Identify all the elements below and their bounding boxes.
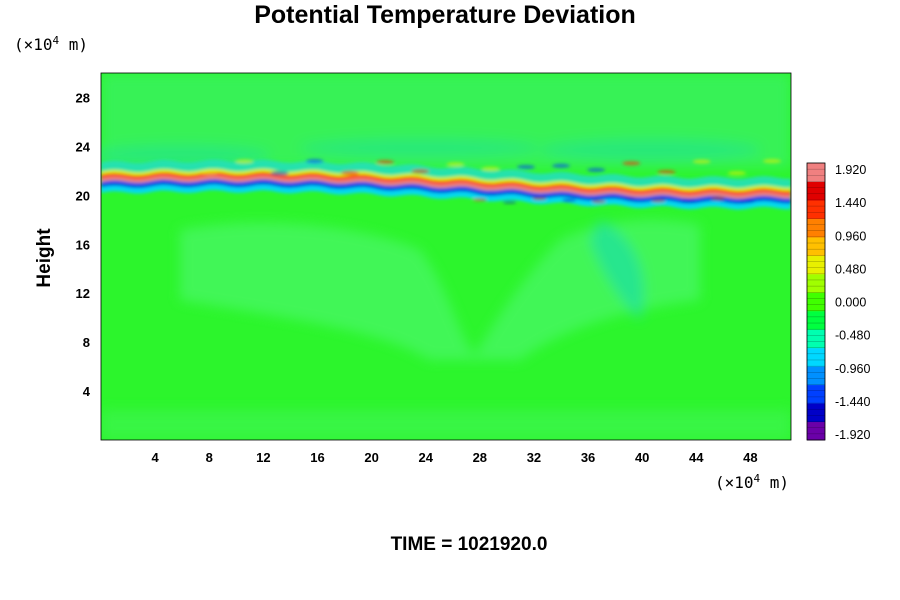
band-ripple bbox=[591, 200, 606, 204]
x-tick-label: 40 bbox=[635, 450, 649, 465]
x-tick-label: 36 bbox=[581, 450, 595, 465]
y-axis-label: Height bbox=[34, 228, 55, 288]
y-tick-label: 24 bbox=[76, 139, 91, 154]
x-tick-label: 8 bbox=[206, 450, 213, 465]
colorbar-frame bbox=[806, 162, 826, 441]
x-tick-label: 24 bbox=[418, 450, 433, 465]
wave-ripple bbox=[376, 159, 395, 165]
lower-field-region bbox=[101, 220, 791, 440]
x-tick-label: 44 bbox=[689, 450, 704, 465]
wave-ripple bbox=[692, 159, 711, 164]
wave-ripple bbox=[622, 161, 641, 166]
x-tick-label: 12 bbox=[256, 450, 270, 465]
band-ripple bbox=[562, 198, 577, 202]
colorbar-segment bbox=[807, 218, 825, 238]
colorbar-tick-label: -1.920 bbox=[835, 428, 870, 442]
wave-ripple bbox=[481, 166, 500, 171]
colorbar-segment bbox=[807, 384, 825, 404]
wave-ripple bbox=[305, 158, 324, 164]
colorbar-tick-label: -0.480 bbox=[835, 329, 870, 343]
wave-ripple bbox=[200, 170, 219, 175]
colorbar-tick-label: 1.920 bbox=[835, 163, 866, 177]
band-ripple bbox=[681, 199, 696, 203]
y-tick-label: 28 bbox=[76, 90, 90, 105]
colorbar-segment bbox=[807, 236, 825, 256]
colorbar-tick-label: 0.000 bbox=[835, 296, 866, 310]
heatmap-plot-area bbox=[101, 73, 791, 440]
colorbar-labels: 1.920 1.440 0.960 0.480 0.000 -0.480 -0.960 -1.… bbox=[835, 163, 870, 442]
wave-ripple bbox=[516, 164, 535, 170]
band-ripple bbox=[502, 200, 517, 204]
x-tick-label: 4 bbox=[152, 450, 160, 465]
y-tick-label: 8 bbox=[83, 335, 90, 350]
colorbar-tick-label: 0.480 bbox=[835, 262, 866, 276]
wave-ripple bbox=[763, 158, 782, 164]
chart-title: Potential Temperature Deviation bbox=[254, 1, 636, 29]
wave-ripple bbox=[340, 170, 359, 176]
wave-ripple bbox=[587, 167, 606, 173]
x-axis-ticks: 4 8 12 16 20 24 28 32 36 40 44 48 bbox=[152, 450, 758, 465]
deviation-band bbox=[101, 158, 791, 210]
y-tick-label: 16 bbox=[76, 237, 90, 252]
wave-ripple bbox=[657, 169, 676, 175]
colorbar-tick-label: -1.440 bbox=[835, 395, 870, 409]
colorbar-segment bbox=[807, 329, 825, 349]
colorbar-segment bbox=[807, 273, 825, 293]
colorbar-segment bbox=[807, 181, 825, 201]
y-axis-ticks: 4 8 12 16 20 24 28 bbox=[76, 90, 91, 399]
wave-ripple bbox=[235, 159, 254, 164]
colorbar-segment bbox=[807, 292, 825, 312]
y-axis-unit: (×104 m) bbox=[14, 34, 88, 54]
band-ripple bbox=[710, 196, 725, 200]
band-ripple bbox=[621, 196, 636, 201]
band-ripple bbox=[532, 197, 547, 201]
wave-ripple bbox=[270, 171, 289, 176]
colorbar-segment bbox=[807, 255, 825, 275]
colorbar-segment bbox=[807, 421, 825, 441]
x-tick-label: 32 bbox=[527, 450, 541, 465]
x-tick-label: 28 bbox=[473, 450, 487, 465]
colorbar-tick-label: 0.960 bbox=[835, 229, 866, 243]
band-cyan-lower bbox=[101, 184, 791, 210]
colorbar-segment bbox=[807, 310, 825, 330]
x-tick-label: 16 bbox=[310, 450, 324, 465]
y-tick-label: 20 bbox=[76, 188, 90, 203]
x-tick-label: 48 bbox=[743, 450, 757, 465]
colorbar bbox=[806, 162, 826, 441]
y-tick-label: 4 bbox=[83, 384, 91, 399]
colorbar-segment bbox=[807, 163, 825, 182]
colorbar-tick-label: -0.960 bbox=[835, 362, 870, 376]
colorbar-segment bbox=[807, 403, 825, 423]
wave-ripple bbox=[446, 162, 465, 167]
wave-ripple bbox=[727, 171, 746, 176]
band-ripple bbox=[472, 198, 487, 202]
colorbar-segment bbox=[807, 366, 825, 386]
wave-ripple bbox=[552, 163, 570, 169]
band-ripple bbox=[740, 199, 755, 203]
colorbar-segment bbox=[807, 199, 825, 219]
x-tick-label: 20 bbox=[364, 450, 378, 465]
y-tick-label: 12 bbox=[76, 286, 90, 301]
band-ripple bbox=[651, 199, 666, 203]
colorbar-segment bbox=[807, 347, 825, 367]
x-axis-unit: (×104 m) bbox=[715, 472, 789, 492]
time-label: TIME = 1021920.0 bbox=[391, 534, 548, 555]
upper-wave-region bbox=[101, 73, 791, 168]
colorbar-tick-label: 1.440 bbox=[835, 196, 866, 210]
wave-ripple bbox=[411, 169, 430, 174]
plot-frame bbox=[100, 72, 792, 441]
